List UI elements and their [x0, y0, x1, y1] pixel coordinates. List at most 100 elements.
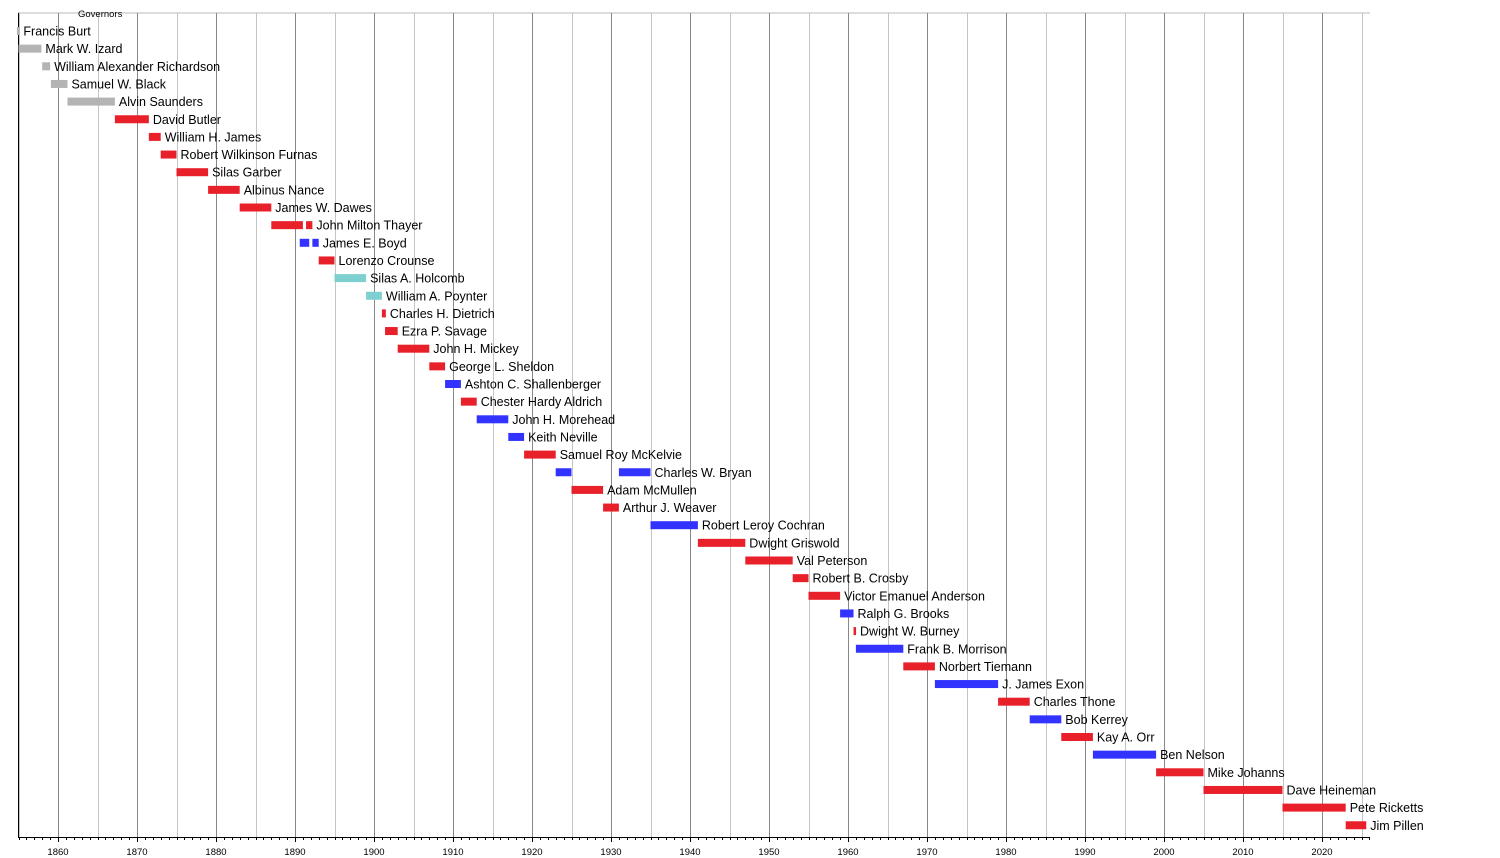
term-bar [1203, 785, 1283, 794]
term-bar [650, 521, 698, 530]
term-bar [271, 221, 303, 230]
term-bar [1092, 750, 1157, 759]
governor-name-label: David Butler [153, 113, 221, 127]
x-tick-label: 1860 [47, 847, 68, 858]
term-bar [50, 79, 68, 88]
governor-name-label: Silas A. Holcomb [370, 272, 465, 286]
term-bar [618, 468, 651, 477]
term-bar [697, 538, 746, 547]
governor-name-label: James W. Dawes [275, 201, 372, 215]
governor-name-label: Kay A. Orr [1097, 731, 1155, 745]
x-tick-label: 2020 [1311, 847, 1332, 858]
governor-name-label: Pete Ricketts [1350, 801, 1424, 815]
governor-name-label: J. James Exon [1002, 678, 1084, 692]
governor-name-label: Mike Johanns [1208, 766, 1285, 780]
term-bar [176, 168, 209, 177]
gridlines [18, 12, 1370, 837]
governor-name-label: Ezra P. Savage [402, 325, 487, 339]
term-bar [1345, 821, 1367, 830]
x-tick-label: 1880 [205, 847, 226, 858]
term-bar [239, 203, 272, 212]
term-bar [745, 556, 793, 565]
governor-name-label: John H. Mickey [433, 342, 519, 356]
term-bar [1061, 733, 1093, 741]
governor-name-label: Ralph G. Brooks [858, 607, 950, 621]
governor-name-label: Dave Heineman [1287, 783, 1377, 797]
governor-name-label: Bob Kerrey [1065, 713, 1128, 727]
governor-name-label: Ashton C. Shallenberger [465, 378, 601, 392]
governor-name-label: Charles H. Dietrich [390, 307, 495, 321]
term-bar [318, 256, 335, 265]
term-bar [840, 609, 854, 618]
term-bar [148, 132, 161, 141]
term-bar [306, 221, 313, 230]
term-bar [1282, 803, 1346, 812]
governor-name-label: Val Peterson [797, 554, 868, 568]
governor-name-label: Frank B. Morrison [907, 642, 1006, 656]
governor-name-label: Jim Pillen [1370, 819, 1424, 833]
term-bar [18, 44, 42, 53]
x-tick-label: 1970 [916, 847, 937, 858]
x-tick-label: 2010 [1232, 847, 1253, 858]
governor-name-label: Arthur J. Weaver [623, 501, 717, 515]
governor-name-label: Keith Neville [528, 430, 598, 444]
chart-title: Governors [78, 9, 123, 20]
governor-name-label: Dwight Griswold [749, 536, 839, 550]
term-bar [555, 468, 572, 477]
x-tick-label: 1890 [284, 847, 305, 858]
x-tick-label: 1940 [679, 847, 700, 858]
x-tick-label: 1990 [1074, 847, 1095, 858]
x-tick-label: 1870 [126, 847, 147, 858]
governor-name-label: Victor Emanuel Anderson [844, 589, 985, 603]
governor-name-label: Adam McMullen [607, 483, 697, 497]
x-tick-label: 1920 [521, 847, 542, 858]
term-bar [381, 309, 386, 318]
term-bar [792, 574, 809, 583]
term-bar [998, 697, 1030, 706]
term-bar [934, 680, 999, 689]
governor-name-label: Robert Wilkinson Furnas [181, 148, 318, 162]
term-bar [445, 380, 461, 388]
governor-name-label: Charles Thone [1034, 695, 1116, 709]
governor-name-label: Albinus Nance [244, 183, 325, 197]
term-bar [1029, 715, 1062, 724]
term-bar [460, 397, 477, 406]
term-bar [299, 238, 310, 247]
x-tick-label: 1980 [995, 847, 1016, 858]
term-bar [508, 432, 525, 441]
governor-name-label: Norbert Tiemann [939, 660, 1032, 674]
term-bar [312, 238, 319, 247]
x-tick-label: 1960 [837, 847, 858, 858]
governor-name-label: William A. Poynter [386, 289, 487, 303]
governor-name-label: Silas Garber [212, 166, 281, 180]
x-tick-label: 1910 [442, 847, 463, 858]
governor-name-label: Samuel Roy McKelvie [560, 448, 682, 462]
axes: Governors 1860 1870 1880 1890 1900 1910 1920 19… [18, 9, 1370, 858]
term-bar [42, 62, 51, 71]
governor-name-label: Charles W. Bryan [655, 466, 752, 480]
governor-name-label: Alvin Saunders [119, 95, 203, 109]
governor-name-label: John H. Morehead [512, 413, 615, 427]
term-bar [571, 485, 604, 494]
x-tick-label: 2000 [1153, 847, 1174, 858]
governor-name-label: James E. Boyd [323, 236, 407, 250]
governor-name-label: Robert B. Crosby [813, 572, 910, 586]
term-bar [16, 27, 20, 35]
x-tick-label: 1950 [758, 847, 779, 858]
governor-labels: Francis Burt Mark W. Izard William Alexand… [23, 25, 1423, 833]
term-bar [208, 185, 240, 194]
governor-name-label: William Alexander Richardson [54, 60, 220, 74]
governor-name-label: Francis Burt [23, 25, 91, 39]
governor-name-label: Mark W. Izard [45, 42, 122, 56]
x-tick-label: 1900 [363, 847, 384, 858]
term-bar [334, 274, 367, 283]
term-bar [1156, 768, 1204, 777]
term-bar [603, 503, 619, 512]
governor-name-label: Dwight W. Burney [860, 625, 960, 639]
term-bar [855, 644, 904, 653]
governor-name-label: Samuel W. Black [71, 77, 166, 91]
governor-name-label: John Milton Thayer [316, 219, 422, 233]
governor-name-label: George L. Sheldon [449, 360, 554, 374]
term-bar [114, 115, 149, 124]
